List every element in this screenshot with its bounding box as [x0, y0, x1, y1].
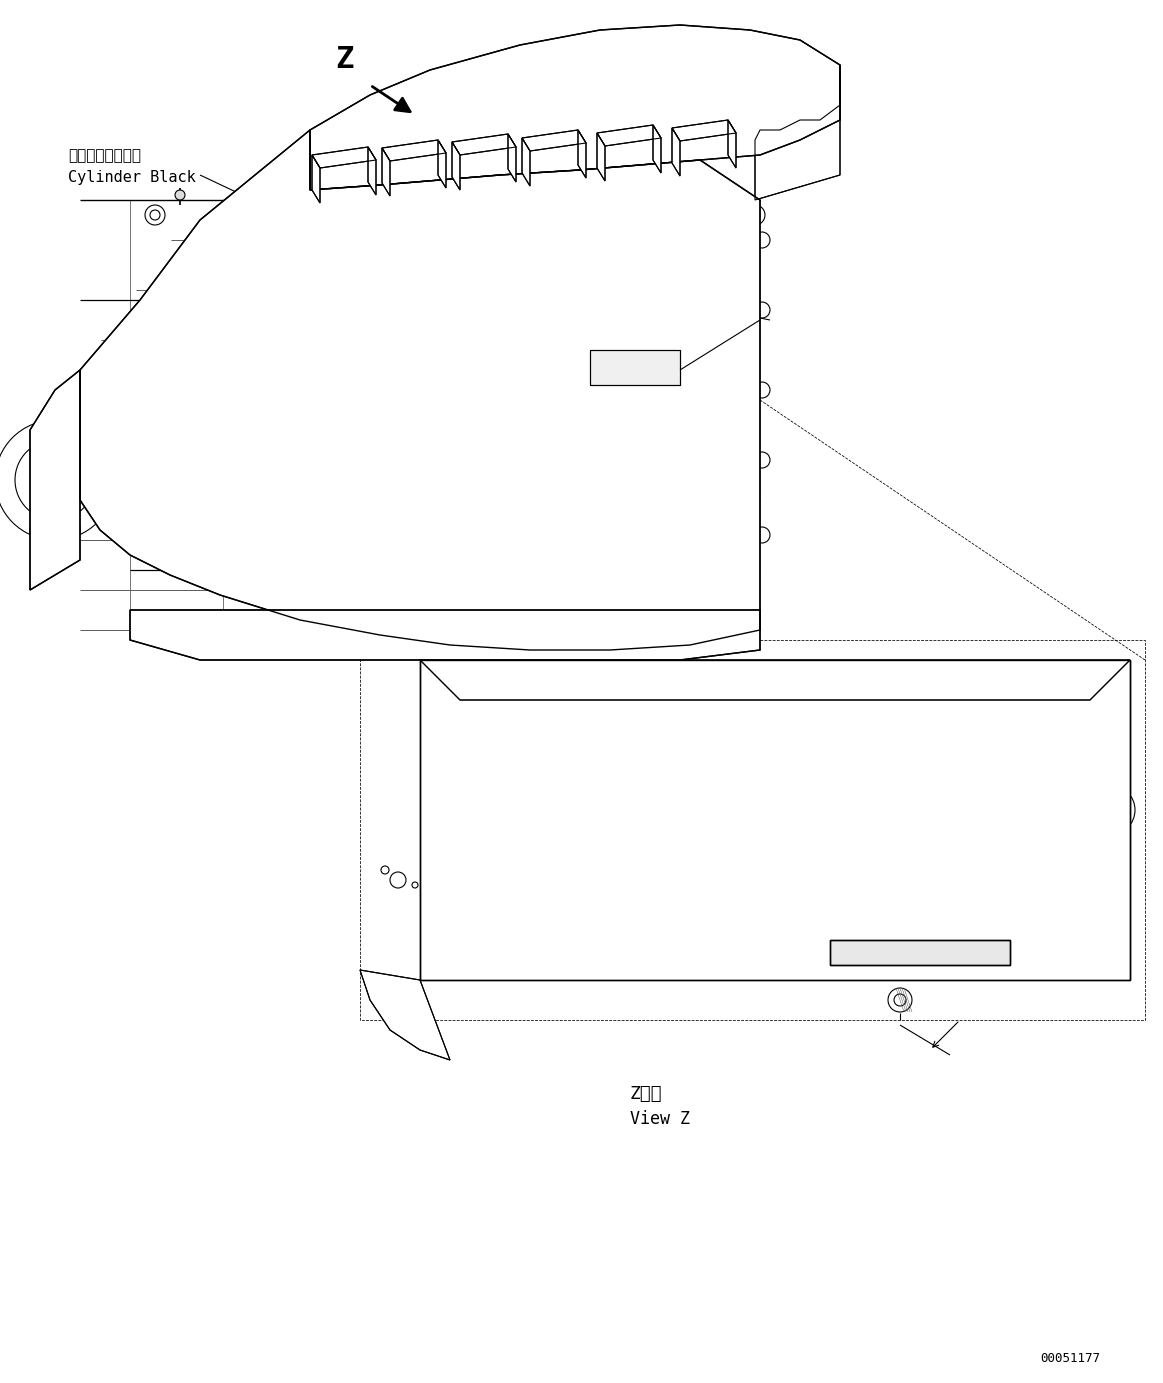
Text: シリンダブロック: シリンダブロック	[67, 148, 141, 163]
Polygon shape	[522, 130, 586, 151]
Polygon shape	[522, 138, 530, 185]
Polygon shape	[311, 25, 840, 189]
Polygon shape	[130, 610, 759, 660]
Polygon shape	[672, 129, 680, 176]
Polygon shape	[508, 134, 516, 183]
Circle shape	[272, 189, 281, 201]
Text: 00051177: 00051177	[1040, 1353, 1100, 1365]
Polygon shape	[830, 940, 1009, 965]
Circle shape	[466, 189, 476, 201]
Circle shape	[563, 189, 573, 201]
Polygon shape	[597, 133, 605, 181]
Polygon shape	[597, 124, 661, 147]
Circle shape	[369, 189, 379, 201]
Polygon shape	[755, 65, 840, 201]
Circle shape	[174, 189, 185, 201]
Polygon shape	[361, 969, 450, 1059]
Text: Z　視: Z 視	[630, 1086, 663, 1104]
Polygon shape	[438, 140, 445, 188]
Polygon shape	[452, 142, 461, 189]
Polygon shape	[381, 148, 390, 196]
Polygon shape	[652, 124, 661, 173]
Polygon shape	[312, 155, 320, 203]
Circle shape	[659, 189, 670, 201]
Polygon shape	[590, 350, 680, 384]
Polygon shape	[80, 130, 759, 650]
Circle shape	[618, 808, 623, 813]
Polygon shape	[578, 130, 586, 178]
Text: Cylinder Black: Cylinder Black	[67, 170, 195, 185]
Polygon shape	[672, 120, 736, 141]
Text: View Z: View Z	[630, 1111, 690, 1129]
Polygon shape	[381, 140, 445, 160]
Polygon shape	[728, 120, 736, 167]
Polygon shape	[420, 660, 1130, 981]
Polygon shape	[30, 371, 80, 591]
Polygon shape	[312, 147, 376, 167]
Polygon shape	[420, 660, 1130, 700]
Text: Z: Z	[335, 46, 354, 75]
Polygon shape	[452, 134, 516, 155]
Polygon shape	[368, 147, 376, 195]
